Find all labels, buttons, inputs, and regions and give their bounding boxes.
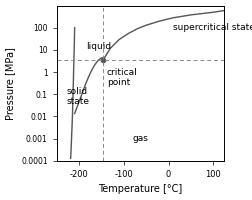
Text: liquid: liquid bbox=[86, 42, 111, 51]
Text: solid
state: solid state bbox=[67, 87, 90, 106]
X-axis label: Temperature [°C]: Temperature [°C] bbox=[99, 184, 183, 194]
Text: critical
point: critical point bbox=[107, 68, 138, 87]
Text: supercritical state: supercritical state bbox=[173, 23, 252, 32]
Text: gas: gas bbox=[133, 134, 149, 143]
Y-axis label: Pressure [MPa]: Pressure [MPa] bbox=[6, 47, 16, 120]
